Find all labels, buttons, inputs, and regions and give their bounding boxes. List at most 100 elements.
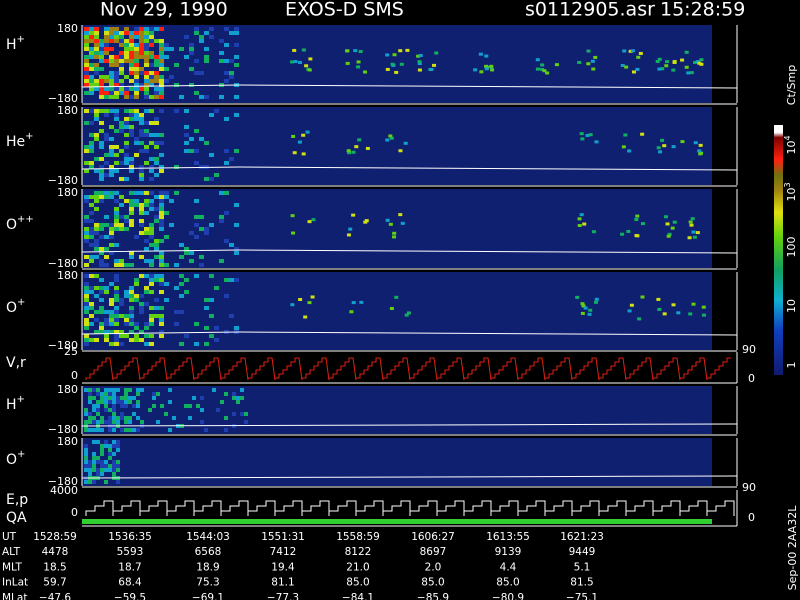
spectrogram-cell [136, 428, 140, 432]
spectrogram-cell [189, 137, 194, 141]
spectrogram-cell [109, 310, 114, 314]
spectrogram-cell [109, 318, 114, 322]
spectrogram-cell [100, 448, 104, 452]
spectrogram-cell [104, 460, 108, 464]
spectrogram-cell [108, 468, 112, 472]
spectrogram-cell [159, 51, 164, 55]
spectrogram-cell [99, 247, 104, 251]
spectrogram-cell [99, 83, 104, 87]
spectrogram-cell [119, 177, 124, 181]
spectrogram-cell [365, 146, 370, 150]
spectrogram-cell [159, 219, 164, 223]
spectrogram-cell [108, 388, 112, 392]
spectrogram-cell [100, 392, 104, 396]
spectrogram-cell [94, 207, 99, 211]
spectrogram-cell [188, 416, 192, 420]
label-base: 100 [785, 237, 798, 258]
spectrogram-cell [586, 62, 591, 66]
trace-line [81, 84, 738, 89]
spectrogram-cell [152, 404, 156, 408]
plot-background [82, 438, 712, 486]
spectrogram-cell [94, 231, 99, 235]
spectrogram-cell [116, 464, 120, 468]
spectrogram-cell [290, 303, 295, 307]
spectrogram-cell [109, 39, 114, 43]
spectrogram-cell [139, 121, 144, 125]
spectrogram-cell [690, 217, 695, 221]
spectrogram-cell [99, 59, 104, 63]
spectrogram-cell [134, 199, 139, 203]
spectrogram-cell [94, 71, 99, 75]
spectrogram-cell [244, 420, 248, 424]
spectrogram-cell [364, 219, 369, 223]
spectrogram-cell [179, 282, 184, 286]
spectrogram-cell [89, 87, 94, 91]
spectrogram-cell [84, 231, 89, 235]
spectrogram-cell [129, 251, 134, 255]
spectrogram-cell [104, 396, 108, 400]
spectrogram-cell [129, 125, 134, 129]
spectrogram-cell [128, 420, 132, 424]
spectrogram-cell [128, 388, 132, 392]
spectrogram-cell [580, 302, 585, 306]
spectrogram-cell [192, 396, 196, 400]
spectrogram-cell [593, 55, 598, 59]
spectrogram-cell [404, 313, 409, 317]
spectrogram-cell [104, 223, 109, 227]
spectrogram-cell [99, 67, 104, 71]
spectrogram-cell [194, 342, 199, 346]
spectrogram-cell [99, 235, 104, 239]
spectrogram-cell [108, 428, 112, 432]
spectrogram-cell [120, 428, 124, 432]
spectrogram-cell [149, 27, 154, 31]
spectrogram-cell [84, 255, 89, 259]
spectrogram-cell [104, 161, 109, 165]
spectrogram-cell [112, 396, 116, 400]
spectrogram-cell [89, 255, 94, 259]
spectrogram-cell [139, 306, 144, 310]
spectrogram-cell [104, 286, 109, 290]
spectrogram-cell [114, 227, 119, 231]
spectrogram-cell [89, 91, 94, 95]
spectrogram-cell [104, 113, 109, 117]
spectrogram-cell [655, 59, 660, 63]
spectrogram-cell [108, 464, 112, 468]
spectrogram-cell [92, 388, 96, 392]
spectrogram-cell [219, 95, 224, 99]
spectrogram-cell [144, 231, 149, 235]
spectrogram-cell [129, 157, 134, 161]
spectrogram-cell [297, 140, 302, 144]
spectrogram-cell [134, 294, 139, 298]
spectrogram-cell [363, 220, 368, 224]
colorbar-label: 10 [785, 299, 798, 313]
spectrogram-cell [119, 59, 124, 63]
spectrogram-cell [219, 259, 224, 263]
table-value: −75.1 [566, 592, 598, 600]
spectrogram-cell [139, 129, 144, 133]
spectrogram-cell [94, 79, 99, 83]
spectrogram-cell [134, 95, 139, 99]
spectrogram-cell [84, 388, 88, 392]
spectrogram-cell [120, 404, 124, 408]
spectrogram-cell [129, 322, 134, 326]
spectrogram-cell [620, 232, 625, 236]
axis-top-label: 180 [57, 383, 78, 396]
spectrogram-cell [701, 313, 706, 317]
spectrogram-cell [94, 310, 99, 314]
spectrogram-cell [149, 274, 154, 278]
spectrogram-cell [88, 416, 92, 420]
spectrogram-cell [104, 133, 109, 137]
spectrogram-cell [164, 412, 168, 416]
spectrogram-cell [209, 27, 214, 31]
spectrogram-cell [621, 145, 626, 149]
spectrogram-cell [139, 231, 144, 235]
spectrogram-cell [94, 191, 99, 195]
spectrogram-cell [204, 95, 209, 99]
spectrogram-cell [89, 290, 94, 294]
spectrogram-cell [307, 220, 312, 224]
spectrogram-cell [416, 54, 421, 58]
spectrogram-cell [184, 290, 189, 294]
spectrogram-cell [129, 290, 134, 294]
spectrogram-cell [686, 71, 691, 75]
spectrogram-cell [114, 330, 119, 334]
